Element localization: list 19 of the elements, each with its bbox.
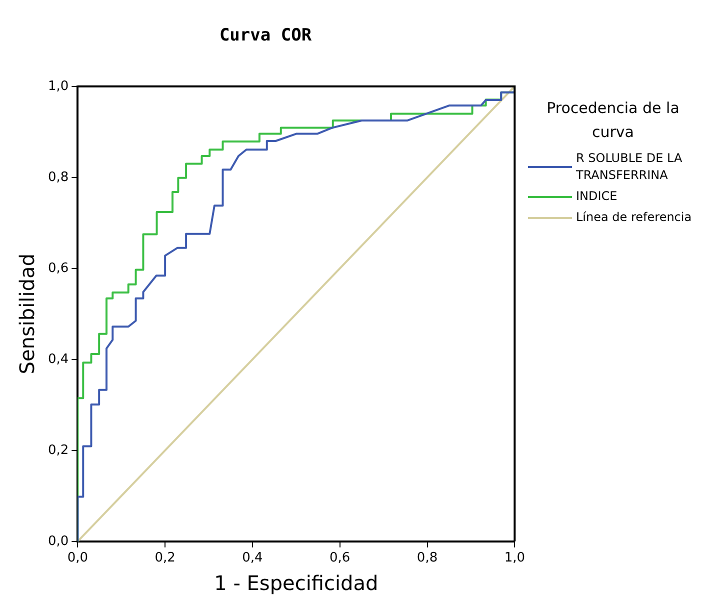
x-tick-label: 0,0: [67, 550, 88, 566]
legend-label: R SOLUBLE DE LA TRANSFERRINA: [576, 150, 684, 184]
x-tick-label: 1,0: [504, 550, 526, 566]
legend-label: Línea de referencia: [576, 209, 693, 226]
x-tick-label: 0,6: [330, 550, 350, 566]
chart-title: Curva COR: [219, 26, 312, 46]
x-tick-label: 0,2: [154, 550, 176, 566]
y-tick-label: 0,4: [48, 352, 69, 367]
y-tick-label: 0,0: [48, 534, 69, 549]
legend-title: Procedencia de la curva: [546, 98, 680, 143]
y-tick-label: 0,6: [48, 260, 69, 276]
y-tick-label: 0,8: [48, 170, 69, 185]
y-tick-label: 1,0: [48, 78, 69, 94]
y-axis-title: Sensibilidad: [15, 254, 40, 374]
x-tick-label: 0,8: [416, 550, 438, 566]
y-tick-label: 0,2: [48, 442, 69, 458]
x-axis-title: 1 - Especificidad: [214, 571, 378, 596]
x-tick-label: 0,4: [242, 550, 263, 566]
legend-label: INDICE: [576, 188, 618, 205]
